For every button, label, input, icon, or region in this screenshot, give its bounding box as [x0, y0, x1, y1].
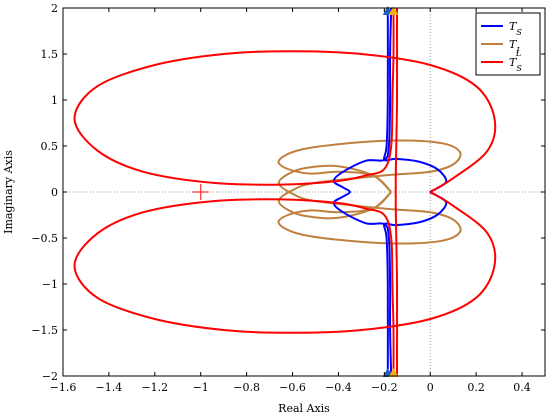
markers-layer [192, 6, 399, 377]
x-tick-label: −0.6 [279, 381, 306, 394]
y-tick-label: −1 [42, 278, 58, 291]
series-line-t-s-l-1 [73, 191, 497, 377]
legend-label: TI [509, 38, 520, 55]
series-line-t-i-1 [277, 139, 462, 220]
x-tick-label: −1.4 [96, 381, 123, 394]
x-tick-label: −1.6 [50, 381, 77, 394]
y-tick-label: 0 [51, 186, 58, 199]
x-tick-label: 0 [427, 381, 434, 394]
x-tick-label: −1.2 [141, 381, 168, 394]
direction-arrow-marker [388, 368, 399, 377]
y-tick-label: 1.5 [41, 48, 59, 61]
direction-arrow-marker [388, 6, 399, 15]
series-line-t-i-0 [277, 164, 462, 245]
series-line-t-s-l-2 [394, 7, 399, 377]
x-tick-label: −0.4 [325, 381, 352, 394]
series-line-t-s-0 [332, 7, 393, 377]
series-line-t-s-l-0 [73, 7, 497, 193]
x-tick-label: 0.2 [467, 381, 485, 394]
x-tick-label: −1 [193, 381, 209, 394]
x-tick-label: −0.8 [233, 381, 260, 394]
y-tick-label: 0.5 [41, 140, 59, 153]
y-tick-label: 2 [51, 2, 58, 15]
zero-lines [63, 8, 545, 376]
y-axis-label: Imaginary Axis [2, 150, 15, 234]
y-tick-label: 1 [51, 94, 58, 107]
y-tick-label: −2 [42, 370, 58, 383]
x-tick-label: −0.2 [371, 381, 398, 394]
y-tick-label: −1.5 [31, 324, 58, 337]
y-ticks: −2 −1.5 −1 −0.5 0 0.5 1 1.5 2 [31, 2, 545, 383]
x-ticks: −1.6 −1.4 −1.2 −1 −0.8 −0.6 −0.4 −0.2 0 0.2 0.4 [50, 8, 531, 394]
y-tick-label: −0.5 [31, 232, 58, 245]
x-axis-label: Real Axis [278, 402, 330, 415]
curves-layer [73, 7, 497, 377]
x-tick-label: 0.4 [513, 381, 531, 394]
